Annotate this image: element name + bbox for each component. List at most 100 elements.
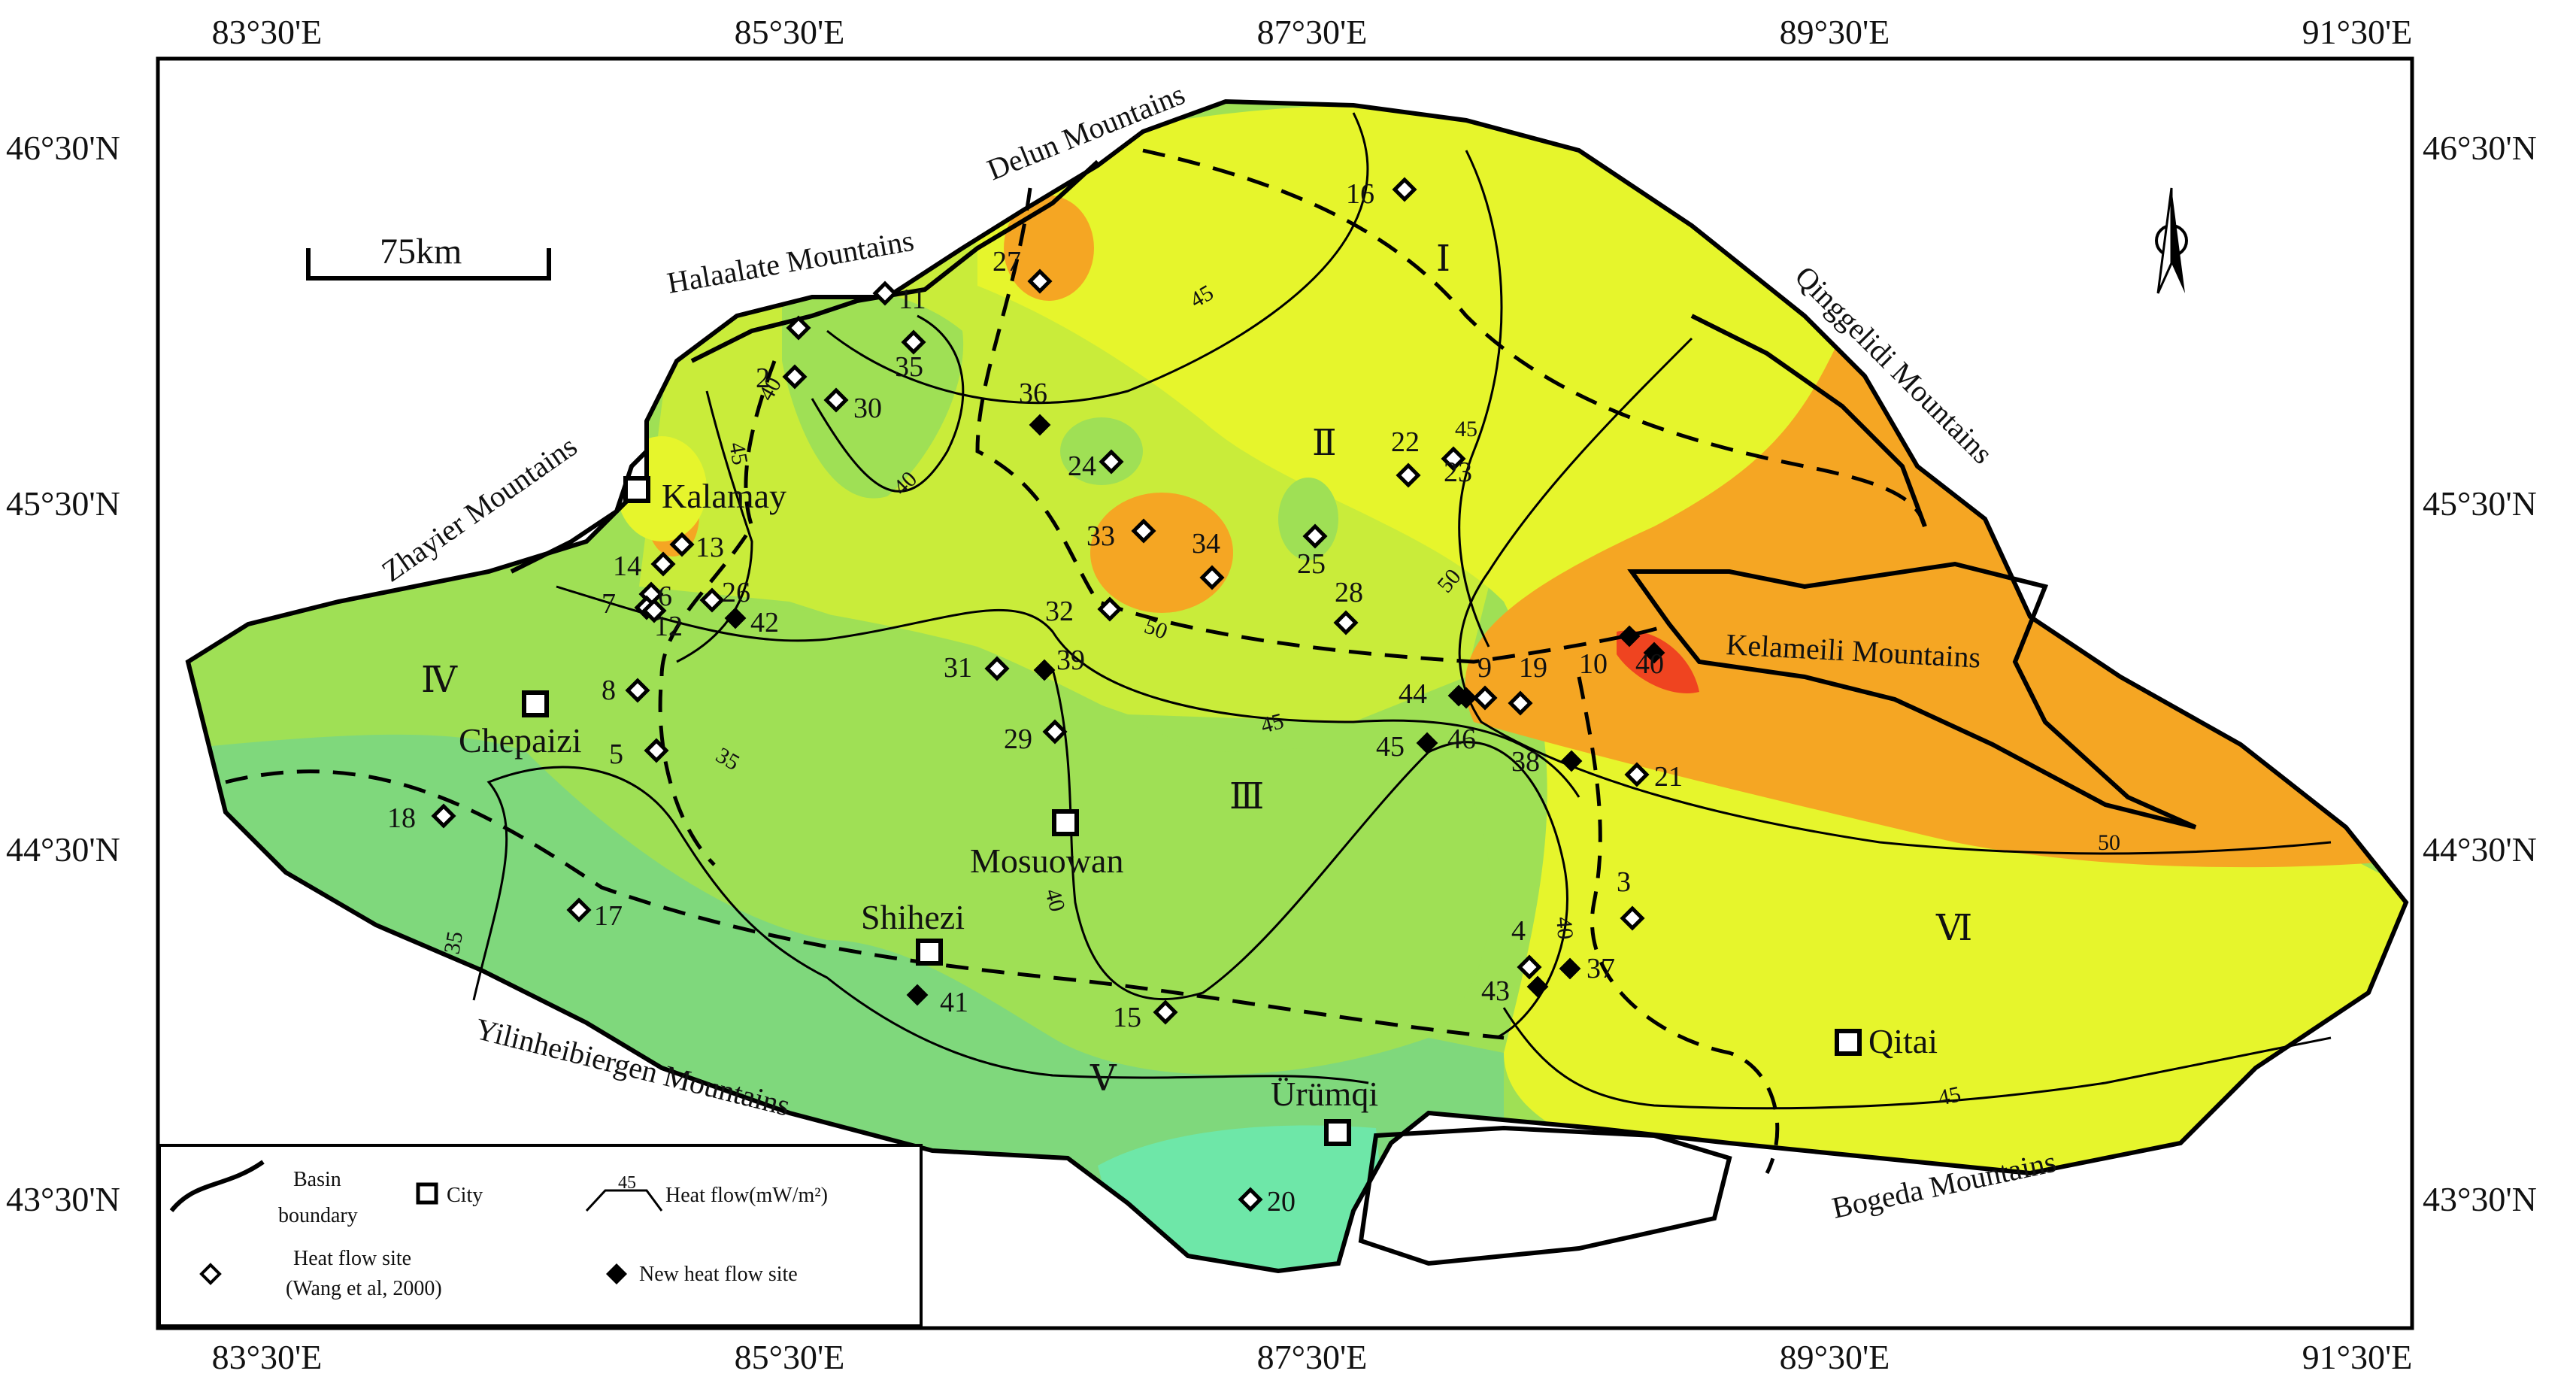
lat-right: 46°30'N [2423,129,2537,167]
city-marker-kalamay [623,476,650,503]
cities: Kalamay Chepaizi Mosuowan Shihezi Ürümqi… [459,476,1938,1146]
heat-flow-site-label: 23 [1444,456,1472,488]
heat-flow-site-label: 41 [940,987,968,1018]
legend-box [158,1144,923,1327]
city-label-chepaizi: Chepaizi [459,721,582,760]
zone-red-anomaly [1617,630,1699,693]
heat-flow-site-label: 46 [1447,723,1476,755]
lon-top: 87°30'E [1257,13,1368,51]
heat-flow-site-label: 5 [609,738,623,770]
heat-flow-site-label: 36 [1019,378,1047,409]
isoline-label: 40 [1551,916,1577,941]
isoline-45-north [826,112,1369,405]
heat-flow-site-label: 27 [993,246,1021,278]
heat-flow-site-marker [786,315,811,341]
city-label-kalamay: Kalamay [662,477,786,515]
city-label-urumqi: Ürümqi [1271,1075,1378,1113]
unit-label-i: Ⅰ [1436,239,1450,279]
heat-flow-site-marker [1153,999,1178,1025]
unit-label-vi: Ⅵ [1935,908,1972,948]
heat-flow-site-label: 33 [1086,520,1115,552]
city-marker-chepaizi [522,690,549,717]
heat-flow-site-label: 22 [1391,426,1420,458]
bogeda-mountain [1358,1125,1732,1266]
heat-flow-site-marker [1392,177,1417,202]
new-heat-flow-site-marker [1455,687,1477,709]
heat-flow-site-label: 24 [1068,450,1096,482]
city-label-qitai: Qitai [1868,1022,1938,1060]
heat-flow-site-label: 39 [1056,644,1085,676]
heat-flow-site-label: 38 [1511,746,1540,778]
legend-isoline-sample: 45 [618,1173,636,1193]
lat-right: 45°30'N [2423,484,2537,523]
heat-flow-site-label: 18 [387,802,416,834]
heat-flow-site-label: 15 [1113,1002,1141,1033]
heat-flow-site-marker [984,656,1010,681]
north-arrow-icon [2155,187,2188,294]
heat-flow-site-label: 8 [602,675,616,706]
heat-flow-site-label: 20 [1267,1186,1296,1218]
legend: Basin boundary City 45 Heat flow(mW/m²) … [158,1144,923,1327]
lon-top: 91°30'E [2302,13,2413,51]
heat-flow-site-label: 26 [722,577,750,608]
unit-label-iii: Ⅲ [1229,777,1264,817]
zone-green-24 [1060,417,1143,485]
heat-flow-site-label: 14 [613,550,641,582]
legend-old-site-icon [199,1263,222,1285]
legend-old-site-label-2: (Wang et al, 2000) [286,1277,442,1300]
lon-top: 85°30'E [735,13,845,51]
isoline-45-east [1458,150,1503,648]
legend-new-site-icon [606,1263,627,1284]
isoline-45-mid [556,585,1580,798]
new-heat-flow-site-marker [906,984,929,1006]
heat-flow-site-marker [1624,762,1650,787]
lat-right: 44°30'N [2423,830,2537,869]
heat-flow-site-marker [901,329,926,355]
heat-flow-site-marker [1199,565,1225,590]
lat-right: 43°30'N [2423,1180,2537,1218]
qinggelidi-front [1690,314,1927,528]
legend-isoline-icon [585,1189,663,1212]
new-heat-flow-site-marker [1559,957,1581,980]
heat-flow-site-label: 28 [1335,577,1363,608]
lon-bottom: 85°30'E [735,1338,845,1376]
heat-flow-site-marker [1396,463,1421,488]
city-label-mosuowan: Mosuowan [970,842,1123,880]
isoline-label: 45 [1936,1081,1963,1111]
unit-label-ii: Ⅱ [1312,423,1337,463]
heat-flow-site-label: 37 [1587,953,1615,984]
heat-flow-site-marker [669,532,695,557]
heat-flow-site-marker [650,551,676,577]
heat-flow-site-label: 3 [1617,866,1631,898]
heat-flow-site-label: 29 [1004,723,1032,755]
heat-flow-site-marker [1238,1187,1263,1212]
boundary-west [658,360,777,866]
legend-old-site-label: Heat flow site [293,1247,411,1270]
new-heat-flow-site-marker [1033,659,1056,681]
isoline-35 [472,766,1369,1084]
new-heat-flow-site-marker [1560,750,1583,772]
boundary-north [1142,148,1927,527]
lon-bottom: 89°30'E [1780,1338,1890,1376]
city-marker-shihezi [916,939,943,966]
city-label-shihezi: Shihezi [861,898,965,936]
heat-flow-site-marker [644,738,669,763]
legend-city-label: City [447,1184,483,1207]
heat-flow-site-label: 6 [658,581,672,612]
heat-flow-site-marker [699,587,725,613]
heat-flow-site-label: 10 [1579,648,1608,680]
tectonic-units: Ⅰ Ⅱ Ⅲ Ⅳ Ⅴ Ⅵ [421,239,1972,1099]
lon-top: 83°30'E [212,13,323,51]
heat-flow-site-label: 13 [696,532,724,563]
heat-flow-site-label: 43 [1481,975,1510,1007]
basin-boundary [185,99,2409,1274]
heat-flow-site-label: 40 [1635,648,1664,680]
legend-heat-flow-label: Heat flow(mW/m²) [665,1184,828,1207]
heat-flow-site-marker [1027,268,1053,294]
isoline-kalamay [676,390,753,663]
zone-orange-27 [1004,196,1094,301]
heat-flow-site-label: 31 [944,652,972,684]
isolines [472,112,2332,1110]
